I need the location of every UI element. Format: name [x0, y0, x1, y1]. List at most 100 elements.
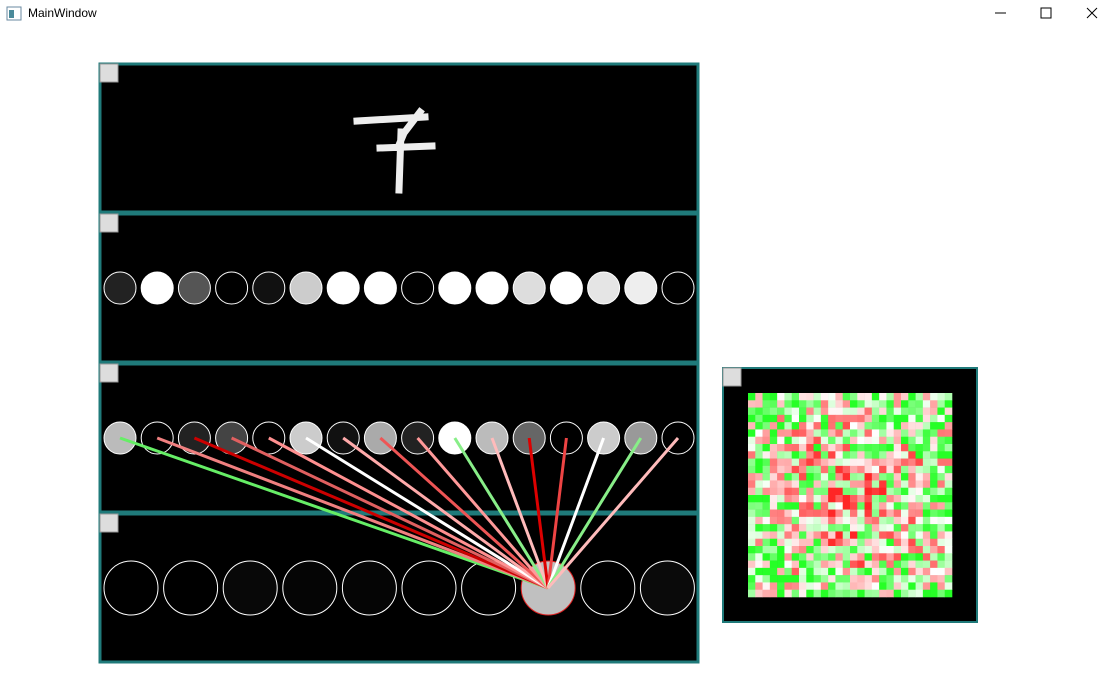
output-neuron — [580, 560, 636, 616]
weight-cell — [901, 567, 909, 576]
weight-cell — [806, 422, 814, 430]
weight-cell — [813, 589, 822, 598]
panel-toggle[interactable] — [99, 213, 119, 233]
weight-cell — [762, 567, 771, 576]
weight-cell — [930, 567, 938, 576]
weight-cell — [901, 524, 909, 532]
panel-toggle[interactable] — [99, 363, 119, 383]
weight-cell — [748, 444, 756, 452]
weight-cell — [777, 495, 785, 503]
weight-cell — [835, 465, 844, 474]
weight-cell — [755, 436, 763, 445]
weight-cell — [937, 422, 946, 430]
neuron — [326, 271, 360, 305]
weight-cell — [813, 422, 822, 430]
weight-cell — [820, 444, 829, 452]
weight-cell — [850, 589, 858, 598]
weight-cell — [886, 502, 895, 510]
weight-cell — [755, 524, 763, 532]
weight-cell — [755, 509, 763, 518]
weight-cell — [901, 487, 909, 496]
weight-cell — [842, 546, 851, 554]
weight-cell — [857, 422, 865, 430]
weight-cell — [944, 553, 953, 561]
weight-cell — [755, 451, 763, 459]
weight-cell — [901, 429, 909, 438]
weight-cell — [864, 400, 873, 408]
weight-cell — [835, 524, 844, 532]
weight-cell — [769, 407, 778, 416]
weight-cell — [915, 436, 924, 445]
weight-cell — [879, 451, 887, 459]
weight-cell — [828, 495, 836, 503]
weight-cell — [850, 487, 858, 496]
close-button[interactable] — [1086, 7, 1098, 19]
weight-cell — [784, 582, 793, 591]
weight-cell — [755, 407, 763, 416]
weight-cell — [944, 393, 953, 401]
weight-cell — [784, 436, 793, 445]
weight-cell — [799, 451, 807, 459]
weight-cell — [871, 458, 880, 467]
weight-cell — [828, 480, 836, 489]
weight-cell — [871, 582, 880, 591]
panel-toggle[interactable] — [99, 63, 119, 83]
weight-cell — [930, 414, 938, 423]
weight-cell — [944, 516, 953, 525]
weight-cell — [820, 538, 829, 547]
weight-cell — [893, 400, 902, 408]
weight-cell — [791, 589, 800, 598]
weight-cell — [842, 582, 851, 591]
weight-cell — [813, 393, 822, 401]
weight-cell — [915, 582, 924, 591]
weight-cell — [813, 575, 822, 583]
neuron — [103, 271, 137, 305]
weight-cell — [922, 502, 931, 510]
maximize-button[interactable] — [1040, 7, 1052, 19]
weight-cell — [842, 516, 851, 525]
weight-cell — [850, 444, 858, 452]
weight-cell — [799, 538, 807, 547]
weight-cell — [835, 546, 844, 554]
weight-cell — [871, 422, 880, 430]
weight-cell — [828, 546, 836, 554]
weight-cell — [755, 567, 763, 576]
weight-cell — [769, 436, 778, 445]
weight-cell — [769, 560, 778, 569]
weight-cell — [850, 393, 858, 401]
weight-line — [546, 437, 568, 589]
weight-cell — [777, 509, 785, 518]
panel-toggle[interactable] — [722, 367, 742, 387]
weight-cell — [850, 553, 858, 561]
weight-cell — [871, 429, 880, 438]
weight-cell — [922, 524, 931, 532]
weight-cell — [835, 538, 844, 547]
weight-cell — [755, 553, 763, 561]
panel-toggle[interactable] — [99, 513, 119, 533]
weight-cell — [886, 393, 895, 401]
weight-cell — [762, 407, 771, 416]
weight-cell — [857, 553, 865, 561]
weight-cell — [915, 422, 924, 430]
weight-cell — [842, 575, 851, 583]
neuron — [475, 271, 509, 305]
weight-cell — [813, 414, 822, 423]
weight-cell — [850, 429, 858, 438]
weight-cell — [850, 509, 858, 518]
weight-cell — [828, 487, 836, 496]
weight-cell — [879, 400, 887, 408]
weight-cell — [835, 480, 844, 489]
weight-cell — [799, 414, 807, 423]
weight-cell — [944, 582, 953, 591]
weight-cell — [864, 465, 873, 474]
weight-cell — [937, 516, 946, 525]
weight-cell — [864, 524, 873, 532]
weight-cell — [908, 480, 916, 489]
weight-cell — [922, 582, 931, 591]
weight-cell — [806, 553, 814, 561]
weight-cell — [886, 436, 895, 445]
weight-cell — [769, 575, 778, 583]
weight-cell — [857, 495, 865, 503]
weight-cell — [893, 582, 902, 591]
weight-cell — [901, 553, 909, 561]
